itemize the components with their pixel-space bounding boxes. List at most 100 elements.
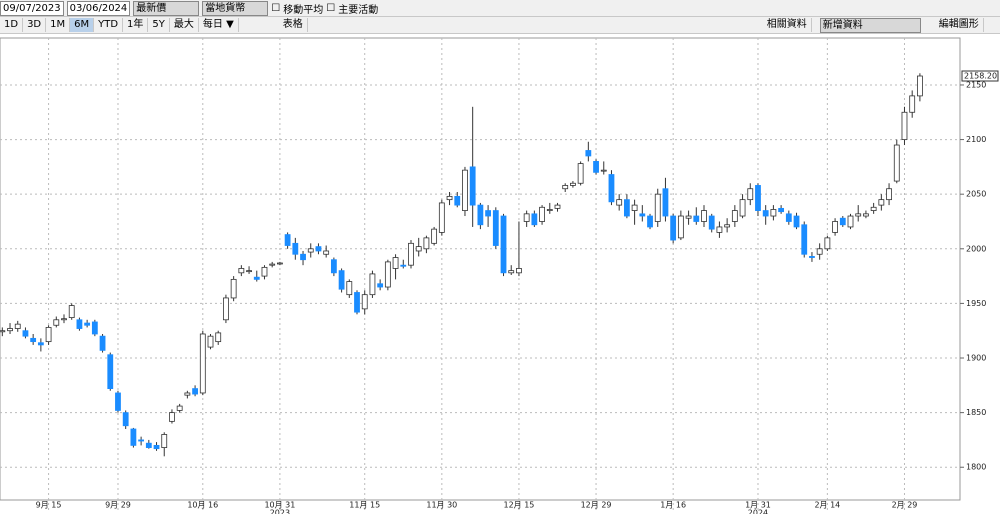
period-button[interactable]: 3D: [23, 18, 47, 32]
x-tick-label: 12月 29: [581, 501, 612, 510]
year-label: 2023: [270, 509, 290, 514]
last-price-tag: [961, 70, 999, 82]
candle-body: [0, 330, 6, 333]
candle-body: [307, 248, 314, 253]
candle-body: [215, 332, 222, 343]
candle-body: [423, 237, 430, 250]
candle-body: [462, 169, 468, 211]
candle-body: [647, 215, 653, 228]
period-button[interactable]: 1D: [0, 18, 24, 32]
candle-body: [145, 442, 152, 448]
candle-body: [384, 261, 391, 288]
candle-body: [793, 215, 800, 228]
candle-body: [477, 204, 484, 226]
candle-body: [516, 268, 522, 274]
candle-body: [169, 412, 175, 422]
candle-body: [593, 161, 599, 173]
toolbar-periods: 1D 3D 1M 6M YTD 1年 5Y 最大 每日 ▼ 表格 相關資料 新增資料 編輯圖形: [0, 17, 1000, 34]
candle-body: [115, 392, 121, 411]
candle-body: [354, 292, 360, 313]
checkbox[interactable]: ☐: [326, 2, 336, 14]
candle-body: [785, 213, 792, 222]
x-tick-label: 11月 15: [349, 501, 380, 510]
x-tick-label: 12月 15: [503, 501, 534, 510]
period-button[interactable]: 1M: [46, 18, 71, 32]
candle-body: [277, 262, 283, 265]
candle-body: [847, 215, 854, 228]
candle-body: [608, 174, 615, 203]
y-tick-label: 1950: [966, 299, 986, 308]
candle-body: [130, 428, 137, 446]
candle-body: [670, 215, 677, 241]
candle-body: [346, 281, 353, 296]
candle-body: [431, 228, 438, 244]
period-button[interactable]: 6M: [70, 18, 95, 32]
y-tick-label: 1800: [966, 463, 986, 472]
key-events[interactable]: 主要活動: [338, 4, 379, 16]
toolbar-top: 09/07/2023 03/06/2024 最新價 當地貨幣 ☐ 移動平均 ☐ 主要…: [0, 0, 1000, 17]
candle-body: [870, 206, 877, 211]
candle-body: [207, 335, 214, 348]
frequency[interactable]: 每日 ▼: [199, 18, 239, 32]
candle-body: [61, 318, 67, 321]
edit[interactable]: 編輯圖形: [935, 18, 984, 32]
candle-body: [284, 234, 291, 246]
moving-average[interactable]: 移動平均: [283, 4, 324, 16]
candle-body: [76, 319, 83, 329]
candle-body: [600, 169, 607, 172]
x-tick-label: 1月 16: [660, 501, 686, 510]
candle-body: [531, 213, 538, 226]
chart: 1800 1850 1900 1950 2000 2050 2100 2150 9月 15 9月 …: [0, 37, 999, 514]
candle-body: [554, 204, 561, 209]
candle-body: [570, 182, 576, 186]
start-date[interactable]: 09/07/2023: [0, 0, 64, 16]
period-button[interactable]: YTD: [94, 18, 124, 32]
candle-body: [809, 256, 815, 258]
add-data[interactable]: 新增資料: [819, 17, 921, 33]
candle-body: [269, 263, 276, 266]
candle-body: [14, 323, 21, 329]
candle-body: [893, 144, 900, 182]
currency[interactable]: 當地貨幣: [202, 0, 269, 16]
candle-body: [338, 270, 345, 290]
candle-body: [315, 246, 322, 252]
x-tick-label: 11月 30: [426, 501, 457, 510]
candle-body: [778, 207, 785, 213]
candle-body: [323, 250, 330, 255]
candle-body: [68, 305, 75, 319]
checkbox[interactable]: ☐: [271, 2, 281, 14]
candle-body: [246, 270, 252, 273]
candle-body: [37, 342, 44, 346]
candle-body: [716, 226, 723, 233]
x-tick-label: 9月 15: [36, 501, 62, 510]
candle-body: [330, 259, 337, 274]
period-button[interactable]: 5Y: [148, 18, 170, 32]
candle-body: [685, 215, 692, 219]
y-tick-label: 2100: [966, 135, 986, 144]
x-tick-label: 2月 29: [892, 501, 918, 510]
candle-body: [84, 322, 91, 326]
candle-body: [739, 199, 746, 217]
candle-body: [708, 215, 715, 230]
candle-body: [392, 257, 399, 269]
candle-body: [724, 224, 731, 228]
table-button[interactable]: 表格: [279, 18, 308, 32]
year-label: 2024: [748, 509, 768, 514]
candle-body: [400, 264, 407, 267]
candle-body: [909, 95, 916, 113]
price-field[interactable]: 最新價: [133, 0, 200, 16]
y-tick-label: 1900: [966, 354, 986, 363]
x-tick-label: 1月 31: [745, 501, 771, 510]
period-button[interactable]: 1年: [123, 18, 149, 32]
period-button[interactable]: 最大: [170, 18, 199, 32]
related[interactable]: 相關資料: [763, 18, 812, 32]
candle-body: [677, 215, 684, 239]
candle-body: [22, 330, 29, 337]
candle-body: [731, 210, 738, 222]
candle-body: [562, 185, 569, 190]
candle-body: [99, 335, 106, 351]
end-date[interactable]: 03/06/2024: [66, 0, 131, 16]
candle-body: [184, 392, 191, 396]
candle-body: [639, 213, 646, 217]
